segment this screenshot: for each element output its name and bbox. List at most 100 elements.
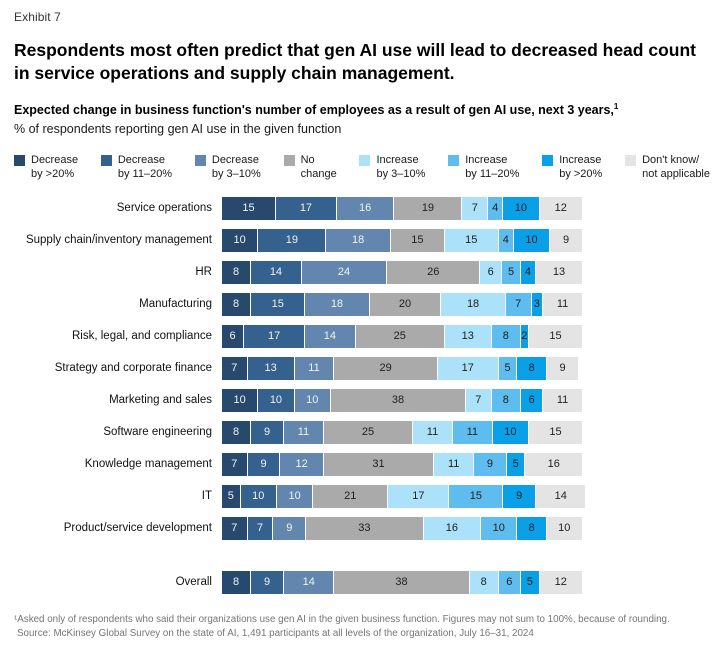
bar-segment: 9 <box>550 228 582 252</box>
bar-segment: 15 <box>222 196 275 220</box>
bar: 15 17 16 19 7 4 10 12 <box>222 196 582 220</box>
legend-label: Decrease by >20% <box>31 153 79 181</box>
bar-segment: 5 <box>520 570 539 594</box>
bar-segment: 7 <box>505 292 531 316</box>
chart-row: Supply chain/inventory management 10 19 18 1… <box>14 228 714 252</box>
bar-segment: 8 <box>491 324 520 348</box>
row-label: IT <box>201 490 212 503</box>
chart-subtitle-bold: Expected change in business function's n… <box>14 102 714 119</box>
bar-segment: 14 <box>536 484 586 508</box>
bar-segment: 18 <box>305 292 369 316</box>
bar-segment: 10 <box>222 388 258 412</box>
legend-item: Increase by 11–20% <box>448 153 519 182</box>
bar-segment: 15 <box>449 484 503 508</box>
bar-segment: 12 <box>539 570 582 594</box>
bar-segment: 18 <box>326 228 390 252</box>
legend-swatch-icon <box>542 154 554 166</box>
legend-item: Increase by >20% <box>542 153 602 182</box>
legend-swatch-icon <box>359 154 371 166</box>
bar-segment: 10 <box>513 228 550 252</box>
bar-segment: 7 <box>222 356 247 380</box>
legend-item: No change <box>283 153 337 182</box>
legend-swatch-icon <box>625 154 637 166</box>
chart-row: Software engineering 8 9 11 25 11 11 10 15 <box>14 420 714 444</box>
footnote-block: ¹Asked only of respondents who said thei… <box>14 613 714 642</box>
bar: 8 9 14 38 8 6 5 12 <box>222 570 582 594</box>
legend-item: Increase by 3–10% <box>359 153 425 182</box>
source-text: Source: McKinsey Global Survey on the st… <box>17 628 534 640</box>
bar-segment: 6 <box>498 570 520 594</box>
bar-segment: 14 <box>251 260 301 284</box>
bar-segment: 8 <box>222 292 251 316</box>
bar-segment: 16 <box>525 452 582 476</box>
footnote-text: ¹Asked only of respondents who said thei… <box>14 613 670 625</box>
bar-segment: 15 <box>528 324 582 348</box>
bar-segment: 15 <box>390 228 444 252</box>
bar-segment: 6 <box>222 324 244 348</box>
bar-segment: 8 <box>491 388 520 412</box>
bar-segment: 4 <box>520 260 536 284</box>
bar-segment: 6 <box>480 260 502 284</box>
bar-segment: 10 <box>240 484 276 508</box>
bar-segment: 14 <box>305 324 355 348</box>
bar-segment: 5 <box>506 452 525 476</box>
bar-segment: 10 <box>276 484 313 508</box>
chart-row: Marketing and sales 10 10 10 38 7 8 6 11 <box>14 388 714 412</box>
bar-segment: 15 <box>529 420 582 444</box>
bar-segment: 25 <box>355 324 444 348</box>
chart-legend: Decrease by >20% Decrease by 11–20% Decrease… <box>14 153 714 182</box>
bar: 6 17 14 25 13 8 2 15 <box>222 324 582 348</box>
row-label: HR <box>195 266 212 279</box>
bar-segment: 8 <box>222 260 251 284</box>
legend-swatch-icon <box>194 154 206 166</box>
bar-segment: 17 <box>388 484 449 508</box>
bar-segment: 9 <box>273 516 306 540</box>
bar: 10 19 18 15 15 4 10 9 <box>222 228 582 252</box>
bar-segment: 19 <box>394 196 462 220</box>
bar-segment: 7 <box>247 516 273 540</box>
bar-segment: 16 <box>336 196 394 220</box>
row-label: Supply chain/inventory management <box>25 234 212 247</box>
bar-segment: 12 <box>280 452 323 476</box>
bar-segment: 5 <box>502 260 520 284</box>
bar-segment: 10 <box>222 228 258 252</box>
chart-row: HR 8 14 24 26 6 5 4 13 <box>14 260 714 284</box>
bar-segment: 8 <box>517 356 546 380</box>
bar-segment: 11 <box>543 388 582 412</box>
row-label: Manufacturing <box>139 298 212 311</box>
chart-row: Strategy and corporate finance 7 13 11 29 17 5… <box>14 356 714 380</box>
bar-segment: 18 <box>441 292 505 316</box>
chart-row: IT 5 10 10 21 17 15 9 14 <box>14 484 714 508</box>
legend-swatch-icon <box>448 154 460 166</box>
legend-swatch-icon <box>100 154 112 166</box>
bar: 10 10 10 38 7 8 6 11 <box>222 388 582 412</box>
row-label: Risk, legal, and compliance <box>72 330 212 343</box>
bar-segment: 29 <box>334 356 437 380</box>
bar-segment: 10 <box>546 516 582 540</box>
bar-segment: 4 <box>488 196 503 220</box>
chart-row: Manufacturing 8 15 18 20 18 7 3 11 <box>14 292 714 316</box>
bar-segment: 9 <box>474 452 506 476</box>
bar-segment: 7 <box>466 388 491 412</box>
legend-item: Don't know/not applicable <box>625 153 710 182</box>
legend-item: Decrease by 3–10% <box>194 153 261 182</box>
bar-segment: 10 <box>492 420 529 444</box>
bar: 8 9 11 25 11 11 10 15 <box>222 420 582 444</box>
legend-swatch-icon <box>14 154 25 166</box>
chart-row: Service operations 15 17 16 19 7 4 10 12 <box>14 196 714 220</box>
chart-row: Risk, legal, and compliance 6 17 14 25 13 8 2 15 <box>14 324 714 348</box>
row-label: Overall <box>175 576 212 589</box>
row-label: Software engineering <box>103 426 212 439</box>
bar-segment: 2 <box>520 324 528 348</box>
bar-segment: 31 <box>323 452 434 476</box>
bar-segment: 9 <box>247 452 280 476</box>
exhibit-label: Exhibit 7 <box>14 10 61 24</box>
bar-segment: 9 <box>251 420 283 444</box>
bar-segment: 10 <box>258 388 294 412</box>
bar-segment: 20 <box>369 292 441 316</box>
legend-label: Increase by 3–10% <box>376 153 426 181</box>
bar-segment: 25 <box>323 420 413 444</box>
bar: 7 7 9 33 16 10 8 10 <box>222 516 582 540</box>
legend-label: Decrease by 3–10% <box>211 153 261 181</box>
